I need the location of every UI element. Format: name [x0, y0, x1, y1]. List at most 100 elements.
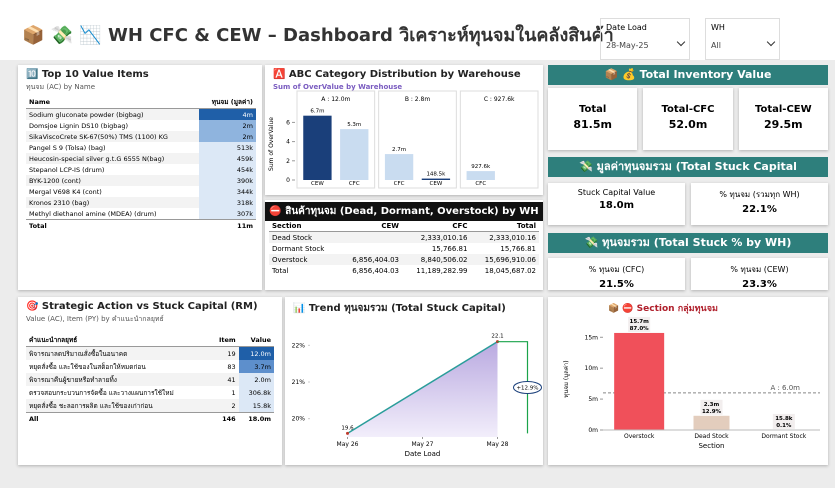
y-tick-label: 20%	[292, 416, 306, 423]
table-cell: 2,333,010.16	[420, 233, 468, 242]
change-arrow	[497, 341, 529, 434]
kpi-value: 22.1%	[742, 204, 777, 215]
data-table: คำแนะนำกลยุทธ์ Item Value พิจารณาลดปริมาณสั…	[26, 333, 274, 424]
x-tick-label: May 27	[412, 441, 434, 448]
annotation: +12.9%	[516, 386, 538, 392]
table-cell: 18,045,687.02	[484, 266, 536, 275]
table-cell: 12.0m	[238, 346, 274, 360]
kpi-label: Total-CEW	[754, 104, 812, 115]
y-tick-label: 22%	[292, 342, 306, 349]
table-row: Dead Stock 2,333,010.16 2,333,010.16	[269, 231, 539, 243]
bar	[693, 415, 730, 430]
filter: WH All	[705, 18, 780, 60]
table-cell: 307k	[199, 208, 256, 220]
table-cell: 19	[227, 349, 236, 358]
panel-title: 📦 ⛔ Section กลุ่มทุนจม	[608, 304, 718, 314]
table-cell: Pangel S 9 (Tolsa) (bag)	[29, 143, 106, 152]
table-cell: 15,766.81	[500, 244, 536, 253]
y-tick-label: 21%	[292, 379, 306, 386]
table-cell: SikaViscoCrete SK-67(50%) TMS (1100) KG	[29, 132, 168, 141]
table-cell: พิจารณาลดปริมาณสั่งซื้อในอนาคต	[29, 349, 128, 358]
panel-title: 🎯 Strategic Action vs Stuck Capital (RM)	[26, 301, 258, 312]
table-row: SikaViscoCrete SK-67(50%) TMS (1100) KG 2…	[26, 131, 256, 142]
data-label: 6.7m	[310, 109, 324, 115]
table-cell: 513k	[199, 142, 256, 153]
x-axis-label: Section	[698, 442, 724, 450]
kpi-card: Total 81.5m	[548, 88, 638, 150]
page-header: 📦 💸 📉 WH CFC & CEW – Dashboard วิเคราะห์…	[0, 0, 835, 60]
panel-title: 📊 Trend ทุนจมรวม (Total Stuck Capital)	[293, 303, 506, 314]
y-tick-label: 2	[286, 158, 290, 165]
table-row: ตรวจสอบกระบวนการจัดซื้อ และวางแผนการใช้ใ…	[26, 386, 274, 399]
kpi-value: 81.5m	[573, 118, 612, 131]
kpi-value: 23.3%	[742, 279, 777, 290]
table-cell: Dead Stock	[272, 233, 313, 242]
table-cell: 15.8k	[238, 399, 274, 413]
table-row: พิจารณาลดปริมาณสั่งซื้อในอนาคต 19 12.0m	[26, 346, 274, 360]
table-cell: Stepanol LCP-IS (drum)	[29, 165, 105, 174]
y-axis-label: ทุนจม (มูลค่า)	[563, 360, 570, 397]
kpi-value: 29.5m	[764, 118, 803, 131]
table-cell: 2,333,010.16	[489, 233, 536, 242]
y-tick-label: 4	[286, 139, 290, 146]
table-cell: Dormant Stock	[272, 244, 325, 253]
table-row: Domsjoe Lignin DS10 (bigbag) 2m	[26, 120, 256, 131]
total-row: Total 11m	[26, 219, 256, 232]
column-header: Total	[470, 220, 539, 232]
x-tick-label: Dead Stock	[694, 433, 729, 440]
data-label: 2.7m	[392, 147, 406, 153]
total-row: All 146 18.0m	[26, 412, 274, 425]
table-cell: 15,766.81	[431, 244, 468, 253]
facet-label: A : 12.0m	[321, 96, 350, 103]
share-label: 12.9%	[702, 409, 722, 415]
panel-title: 🔟 Top 10 Value Items	[26, 69, 149, 80]
data-label: 5.3m	[347, 122, 361, 128]
table-row: Sodium gluconate powder (bigbag) 4m	[26, 108, 256, 120]
table-cell: Mergal V698 K4 (cont)	[29, 187, 102, 196]
chart-panel: 📦 ⛔ Section กลุ่มทุนจม 0m 5m 10m 15m ทุนจม (ม…	[548, 297, 828, 465]
kpi-value: 21.5%	[599, 279, 634, 290]
area	[347, 341, 498, 437]
top-items-panel: 🔟 Top 10 Value Items ทุนจม (AC) by Name Na…	[18, 65, 262, 290]
column-header: Value	[238, 333, 274, 347]
data-label: 15.7m	[630, 319, 650, 325]
table-cell: Methyl diethanol amine (MDEA) (drum)	[29, 209, 157, 218]
column-header: Name	[26, 95, 200, 109]
data-table: Section CEW CFC Total Dead Stock 2,333,010.16…	[269, 220, 539, 276]
x-tick-label: May 26	[337, 441, 359, 448]
table-row: หยุดสั่งซื้อ ชะลอการผลิต และใช้ของเก่าก่…	[26, 399, 274, 413]
table-cell: ตรวจสอบกระบวนการจัดซื้อ และวางแผนการใช้ใ…	[29, 388, 174, 397]
filter-value: All	[711, 41, 721, 50]
table-row: Mergal V698 K4 (cont) 344k	[26, 186, 256, 197]
chart-panel: 📊 Trend ทุนจมรวม (Total Stuck Capital) 20…	[285, 297, 543, 465]
filter-label: WH	[711, 23, 725, 32]
table-row: Kronos 2310 (bag) 318k	[26, 197, 256, 208]
kpi-card: % ทุนจม (CEW) 23.3%	[691, 258, 828, 290]
table-cell: 2	[231, 401, 236, 410]
table-cell: หยุดสั่งซื้อ และใช้ของในสต็อกให้หมดก่อน	[29, 362, 146, 371]
bar	[384, 154, 414, 180]
table-row: Dormant Stock 15,766.81 15,766.81	[269, 243, 539, 254]
table-row: Total 6,856,404.03 11,189,282.99 18,045,687…	[269, 265, 539, 276]
filter: Date Load 28-May-25	[600, 18, 690, 60]
data-label: 15.8k	[775, 416, 793, 422]
table-cell: 459k	[199, 153, 256, 164]
data-label: 22.1	[491, 334, 503, 340]
kpi-header: 💸 ทุนจมรวม (Total Stuck % by WH)	[548, 233, 828, 253]
table-cell: Total	[272, 266, 289, 275]
bar	[466, 171, 495, 180]
header-row: คำแนะนำกลยุทธ์ Item Value	[26, 333, 274, 347]
kpi-value: 18.0m	[598, 200, 635, 211]
table-cell: 4m	[199, 108, 256, 120]
x-tick-label: Dormant Stock	[761, 433, 806, 440]
header-row: Section CEW CFC Total	[269, 220, 539, 232]
x-tick-label: May 28	[487, 441, 509, 448]
table-row: หยุดสั่งซื้อ และใช้ของในสต็อกให้หมดก่อน 8…	[26, 360, 274, 373]
table-cell: Overstock	[272, 255, 308, 264]
chart: 20% 21% 22% May 26 May 27 May 28 19.6 22.1 +12.9…	[292, 334, 542, 458]
table-cell: 6,856,404.03	[352, 255, 399, 264]
table-cell: Total	[29, 221, 47, 230]
table-cell	[339, 243, 402, 254]
table-cell: 306.8k	[238, 386, 274, 399]
